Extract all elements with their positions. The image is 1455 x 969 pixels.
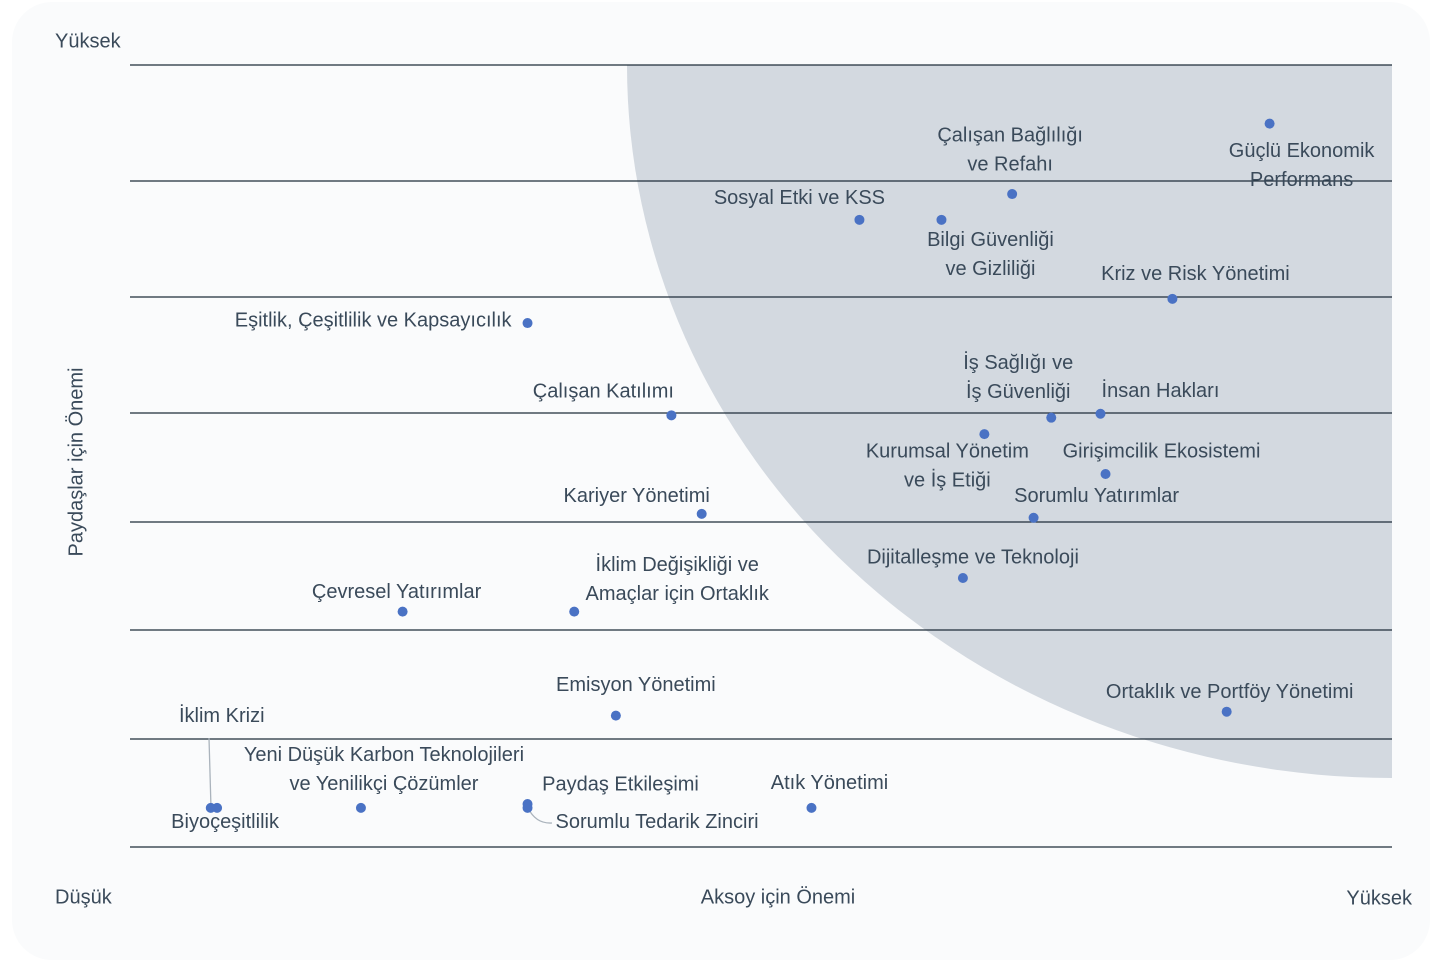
point — [957, 572, 968, 583]
point — [666, 410, 677, 421]
point — [1095, 408, 1106, 419]
point-label: Sorumlu Tedarik Zinciri — [556, 811, 759, 833]
point-label: Emisyon Yönetimi — [556, 674, 716, 696]
point-label: Eşitlik, Çeşitlilik ve Kapsayıcılık — [235, 309, 513, 331]
point — [1167, 293, 1178, 304]
point-label: Performans — [1250, 169, 1353, 191]
point-label: ve İş Etiği — [904, 468, 991, 491]
point — [569, 606, 580, 617]
point-label: İklim Değişikliği ve — [596, 553, 759, 576]
point — [806, 802, 817, 813]
dividers — [130, 64, 1392, 848]
point-label: Dijitalleşme ve Teknoloji — [867, 546, 1079, 568]
point-label: Yeni Düşük Karbon Teknolojileri — [244, 744, 524, 766]
point-label: Kariyer Yönetimi — [564, 485, 710, 507]
point — [397, 606, 408, 617]
point — [355, 802, 366, 813]
point-label: Bilgi Güvenliği — [927, 229, 1054, 251]
point-label: ve Yenilikçi Çözümler — [289, 773, 478, 795]
x-high-label: Yüksek — [1346, 887, 1413, 909]
point-label: Girişimcilik Ekosistemi — [1063, 440, 1261, 462]
point — [1264, 118, 1275, 129]
point-label: Çalışan Katılımı — [533, 381, 674, 403]
point-label: İnsan Hakları — [1102, 379, 1220, 402]
point-label: Amaçlar için Ortaklık — [586, 583, 770, 605]
point — [1007, 189, 1018, 200]
point-label: Ortaklık ve Portföy Yönetimi — [1106, 681, 1354, 703]
point — [1100, 468, 1111, 479]
point — [979, 429, 990, 440]
point-label: Kurumsal Yönetim — [866, 440, 1029, 462]
point-label: Paydaş Etkileşimi — [542, 773, 699, 795]
point-label: Güçlü Ekonomik — [1229, 140, 1376, 162]
point-label: Sosyal Etki ve KSS — [714, 187, 885, 209]
x-low-label: Düşük — [55, 886, 113, 908]
point-label: İş Güvenliği — [966, 380, 1071, 403]
point-label: İklim Krizi — [179, 704, 265, 727]
point — [522, 802, 533, 813]
point — [696, 508, 707, 519]
point — [936, 214, 947, 225]
y-high-label: Yüksek — [55, 30, 122, 52]
point — [1046, 412, 1057, 423]
point — [212, 802, 223, 813]
leader-line — [208, 737, 212, 809]
point-label: Kriz ve Risk Yönetimi — [1101, 263, 1290, 285]
point — [610, 710, 621, 721]
point-label: Sorumlu Yatırımlar — [1014, 485, 1179, 507]
x-axis-label: Aksoy için Önemi — [701, 886, 856, 908]
point — [1221, 706, 1232, 717]
y-axis-label: Paydaşlar için Önemi — [65, 368, 87, 557]
point-label: ve Refahı — [967, 153, 1053, 175]
point-label: Atık Yönetimi — [771, 772, 888, 794]
priority-zone — [627, 65, 1392, 778]
point-label: Biyoçeşitlilik — [171, 811, 280, 833]
point — [854, 214, 865, 225]
point-label: ve Gizliliği — [945, 258, 1035, 280]
point — [1028, 512, 1039, 523]
point-label: Çalışan Bağlılığı — [937, 124, 1083, 146]
point-label: İş Sağlığı ve — [963, 351, 1073, 374]
point — [522, 318, 533, 329]
point-label: Çevresel Yatırımlar — [312, 581, 482, 603]
